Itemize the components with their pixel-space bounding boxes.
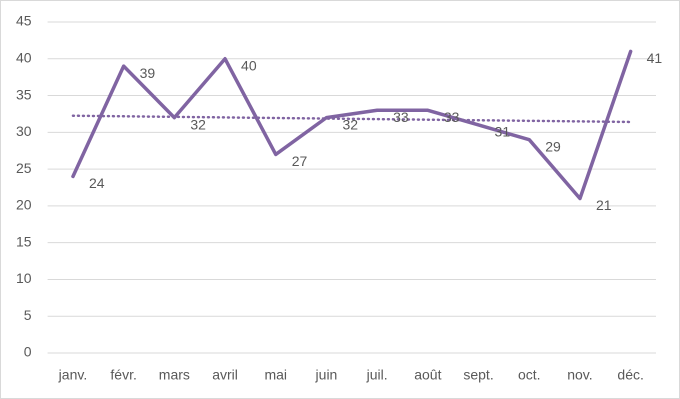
data-line <box>71 49 633 201</box>
data-label: 33 <box>393 109 409 125</box>
x-tick-label: mai <box>264 367 287 383</box>
data-label: 33 <box>444 109 460 125</box>
y-tick-label: 40 <box>16 49 32 65</box>
y-tick-label: 35 <box>16 86 32 102</box>
x-tick-label: nov. <box>567 367 592 383</box>
data-label: 27 <box>292 153 308 169</box>
data-label: 29 <box>545 138 561 154</box>
data-label: 39 <box>140 65 156 81</box>
data-label: 41 <box>647 50 663 66</box>
data-label: 21 <box>596 197 612 213</box>
y-tick-label: 25 <box>16 160 32 176</box>
x-tick-label: oct. <box>518 367 541 383</box>
y-tick-label: 30 <box>16 123 32 139</box>
y-tick-label: 15 <box>16 233 32 249</box>
data-label: 40 <box>241 57 257 73</box>
data-label: 32 <box>190 116 206 132</box>
x-tick-label: juin <box>315 367 338 383</box>
data-label: 32 <box>342 116 358 132</box>
x-tick-label: avril <box>212 367 238 383</box>
y-tick-label: 5 <box>24 307 32 323</box>
data-label: 24 <box>89 175 105 191</box>
trendline <box>71 114 632 124</box>
y-tick-label: 20 <box>16 197 32 213</box>
x-tick-label: déc. <box>617 367 643 383</box>
y-tick-label: 0 <box>24 344 32 360</box>
y-tick-label: 45 <box>16 13 32 29</box>
x-tick-label: janv. <box>58 367 88 383</box>
x-tick-label: févr. <box>110 367 136 383</box>
x-tick-label: juil. <box>366 367 388 383</box>
x-tick-label: sept. <box>463 367 493 383</box>
y-tick-label: 10 <box>16 270 32 286</box>
x-tick-label: août <box>414 367 441 383</box>
x-tick-label: mars <box>159 367 190 383</box>
data-label: 31 <box>495 124 511 140</box>
